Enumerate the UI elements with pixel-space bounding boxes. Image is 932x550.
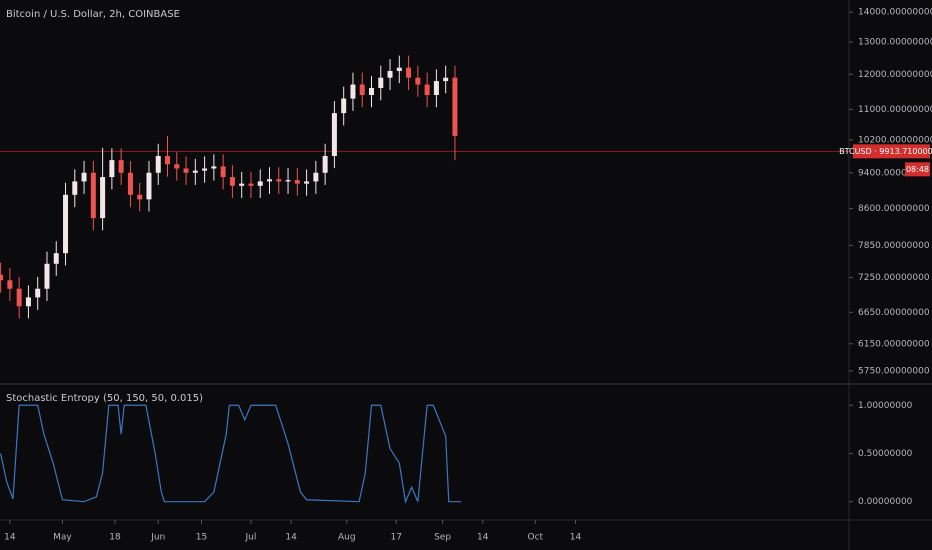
candle-body — [387, 70, 393, 78]
candle-body — [44, 263, 50, 289]
candle-body — [72, 181, 78, 195]
candle-body — [396, 67, 402, 71]
countdown: 08:48 — [906, 165, 929, 174]
candle-body — [443, 77, 449, 82]
candle-body — [433, 81, 439, 96]
candle-body — [248, 183, 254, 186]
candle-body — [202, 168, 208, 171]
candle-body — [81, 172, 87, 182]
candle-body — [174, 164, 180, 169]
candle-body — [368, 87, 374, 96]
candle-body — [229, 177, 235, 186]
candle-body — [304, 181, 310, 184]
candle-body — [313, 172, 319, 182]
x-tick-label: Aug — [338, 533, 356, 543]
x-tick-label: Jul — [245, 533, 257, 543]
chart-title: Bitcoin / U.S. Dollar, 2h, COINBASE — [6, 9, 180, 20]
indicator-title: Stochastic Entropy (50, 150, 50, 0.015) — [6, 393, 203, 404]
y-tick-label: 1.00000000 — [858, 401, 913, 411]
x-tick-label: Sep — [434, 533, 451, 543]
candle-body — [350, 84, 356, 99]
last-price-box — [853, 144, 930, 159]
candle-body — [331, 113, 337, 156]
candle-body — [322, 155, 328, 173]
candle-body — [127, 172, 133, 195]
x-tick-label: 14 — [570, 533, 582, 543]
candle-body — [35, 288, 41, 298]
last-price-label: BTCUSD · 9913.71000000 — [839, 147, 932, 156]
x-tick-label: 14 — [285, 533, 297, 543]
y-tick-label: 0.50000000 — [858, 449, 913, 459]
candle-body — [359, 84, 365, 96]
candle-body — [53, 253, 59, 264]
y-tick-label: 10200.00000000 — [858, 135, 932, 145]
y-tick-label: 7250.00000000 — [858, 273, 930, 283]
x-tick-label: 14 — [4, 533, 16, 543]
candle-body — [137, 194, 143, 200]
indicator-line — [0, 404, 462, 504]
candle-body — [239, 183, 245, 186]
x-tick-label: 17 — [390, 533, 401, 543]
candle-body — [341, 98, 347, 114]
countdown-box — [905, 162, 930, 177]
candle-body — [0, 274, 4, 281]
candle-body — [7, 280, 13, 289]
candle-body — [90, 172, 96, 219]
candle-body — [285, 180, 291, 182]
candle-body — [118, 160, 124, 173]
y-tick-label: 6150.00000000 — [858, 339, 930, 349]
x-tick-label: Oct — [528, 533, 544, 543]
candle-body — [16, 288, 22, 307]
candle-body — [109, 160, 115, 178]
y-tick-label: 14000.00000000 — [858, 8, 932, 18]
candle-body — [257, 181, 263, 186]
y-tick-label: 0.00000000 — [858, 497, 913, 507]
candle-body — [267, 179, 273, 182]
candle-body — [183, 168, 189, 173]
candle-body — [155, 155, 161, 173]
candle-body — [220, 166, 226, 178]
candle-body — [100, 177, 106, 219]
y-tick-label: 5750.00000000 — [858, 366, 930, 376]
x-tick-label: 15 — [196, 533, 207, 543]
y-tick-label: 6650.00000000 — [858, 308, 930, 318]
candle-body — [378, 77, 384, 88]
x-tick-label: 18 — [109, 533, 121, 543]
candle-body — [294, 180, 300, 184]
candle-body — [25, 297, 31, 307]
y-tick-label: 11000.00000000 — [858, 105, 932, 115]
candle-body — [192, 170, 198, 173]
candle-body — [276, 179, 282, 182]
candle-body — [211, 166, 217, 169]
candle-body — [63, 194, 69, 254]
candle-body — [415, 77, 421, 85]
x-tick-label: May — [53, 533, 72, 543]
candle-body — [406, 67, 412, 78]
candle-body — [452, 77, 458, 136]
candle-body — [424, 84, 430, 96]
y-tick-label: 9400.00000000 — [858, 168, 930, 178]
y-tick-label: 12000.00000000 — [858, 70, 932, 80]
candle-body — [146, 172, 152, 200]
candle-body — [165, 155, 171, 165]
x-tick-label: 14 — [477, 533, 489, 543]
y-tick-label: 8600.00000000 — [858, 204, 930, 214]
y-tick-label: 7850.00000000 — [858, 241, 930, 251]
y-tick-label: 13000.00000000 — [858, 38, 932, 48]
x-tick-label: Jun — [150, 533, 165, 543]
